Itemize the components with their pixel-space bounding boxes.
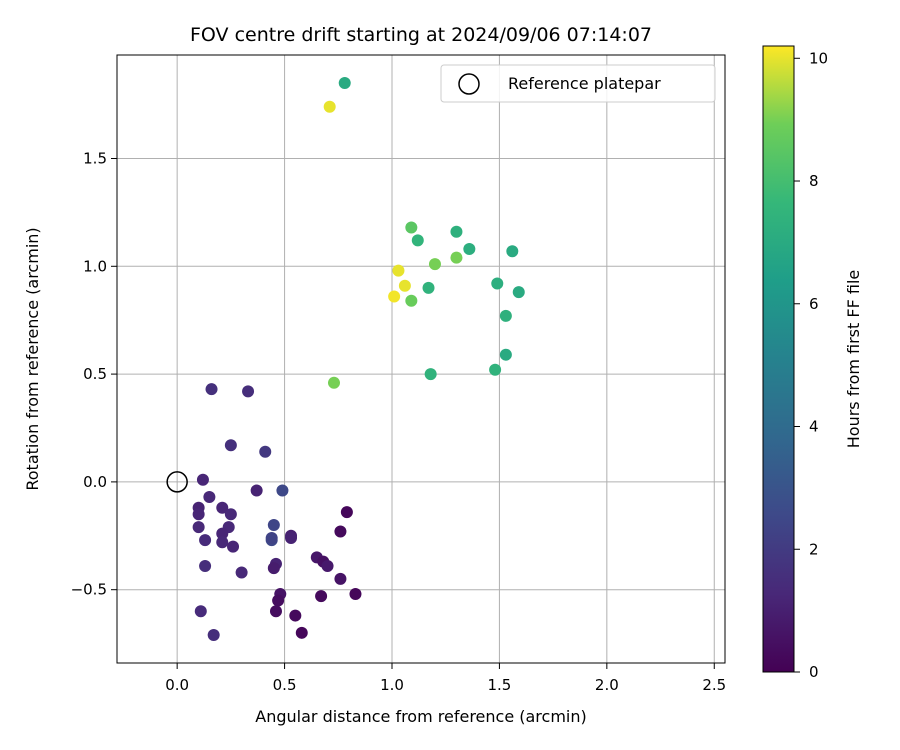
legend-marker <box>458 73 480 95</box>
data-point <box>463 243 476 256</box>
data-point <box>224 439 237 452</box>
x-tick-label: 2.5 <box>702 676 726 694</box>
data-point <box>295 626 308 639</box>
colorbar-tick-label: 6 <box>809 295 819 313</box>
data-point <box>340 506 353 519</box>
data-point <box>450 251 463 264</box>
data-point <box>235 566 248 579</box>
x-tick-label: 2.0 <box>595 676 619 694</box>
colorbar-label: Hours from first FF file <box>844 270 863 449</box>
data-point <box>405 221 418 234</box>
data-point <box>512 286 525 299</box>
legend: Reference platepar <box>440 64 716 103</box>
colorbar-tick-label: 10 <box>809 49 828 67</box>
x-tick-label: 0.0 <box>165 676 189 694</box>
data-point <box>276 484 289 497</box>
data-points <box>192 77 525 641</box>
data-point <box>199 559 212 572</box>
data-point <box>327 376 340 389</box>
data-point <box>205 383 218 396</box>
x-axis-label: Angular distance from reference (arcmin) <box>255 707 586 726</box>
y-tick-label: 1.5 <box>83 149 107 167</box>
data-point <box>499 348 512 361</box>
data-point <box>428 258 441 271</box>
x-tick-label: 1.0 <box>380 676 404 694</box>
y-tick-label: 1.0 <box>83 257 107 275</box>
y-tick-label: −0.5 <box>71 581 107 599</box>
y-tick-label: 0.5 <box>83 365 107 383</box>
data-point <box>196 473 209 486</box>
data-point <box>207 628 220 641</box>
plot-frame <box>116 54 726 664</box>
data-point <box>267 519 280 532</box>
reference-marker <box>166 471 188 493</box>
data-point <box>334 572 347 585</box>
data-point <box>250 484 263 497</box>
x-tick-label: 0.5 <box>273 676 297 694</box>
data-point <box>272 594 285 607</box>
data-point <box>422 281 435 294</box>
colorbar-gradient <box>762 45 795 673</box>
data-point <box>192 508 205 521</box>
data-point <box>285 531 298 544</box>
colorbar: 0 2 4 6 8 10 Hours from first FF file <box>762 45 863 681</box>
colorbar-tick-label: 8 <box>809 172 819 190</box>
data-point <box>388 290 401 303</box>
colorbar-tick-label: 4 <box>809 418 819 436</box>
data-point <box>392 264 405 277</box>
data-point <box>216 527 229 540</box>
y-tick-label: 0.0 <box>83 473 107 491</box>
data-point <box>499 309 512 322</box>
data-point <box>450 225 463 238</box>
colorbar-tick-label: 2 <box>809 540 819 558</box>
colorbar-tick-label: 0 <box>809 663 819 681</box>
data-point <box>216 501 229 514</box>
data-point <box>338 77 351 90</box>
data-point <box>227 540 240 553</box>
data-point <box>334 525 347 538</box>
data-point <box>289 609 302 622</box>
data-point <box>199 534 212 547</box>
gridlines <box>117 55 725 663</box>
data-point <box>194 605 207 618</box>
reference-platepar-marker <box>166 471 188 493</box>
chart-title: FOV centre drift starting at 2024/09/06 … <box>190 24 652 46</box>
data-point <box>491 277 504 290</box>
data-point <box>192 521 205 534</box>
data-point <box>269 605 282 618</box>
data-point <box>349 588 362 601</box>
data-point <box>265 531 278 544</box>
legend-entry-label: Reference platepar <box>508 74 661 93</box>
x-axis-ticks: 0.0 0.5 1.0 1.5 2.0 2.5 <box>165 663 726 694</box>
data-point <box>398 279 411 292</box>
y-axis-label: Rotation from reference (arcmin) <box>23 227 42 490</box>
data-point <box>224 508 237 521</box>
data-point <box>321 559 334 572</box>
y-axis-ticks: −0.5 0.0 0.5 1.0 1.5 <box>71 149 117 599</box>
data-point <box>411 234 424 247</box>
data-point <box>489 363 502 376</box>
data-point <box>203 490 216 503</box>
x-tick-label: 1.5 <box>487 676 511 694</box>
legend-box <box>440 64 716 103</box>
data-point <box>315 590 328 603</box>
data-point <box>323 100 336 113</box>
data-point <box>506 245 519 258</box>
data-point <box>259 445 272 458</box>
data-point <box>216 536 229 549</box>
data-point <box>242 385 255 398</box>
colorbar-ticks: 0 2 4 6 8 10 <box>794 49 828 681</box>
data-point <box>424 368 437 381</box>
data-point <box>267 562 280 575</box>
data-point <box>405 294 418 307</box>
